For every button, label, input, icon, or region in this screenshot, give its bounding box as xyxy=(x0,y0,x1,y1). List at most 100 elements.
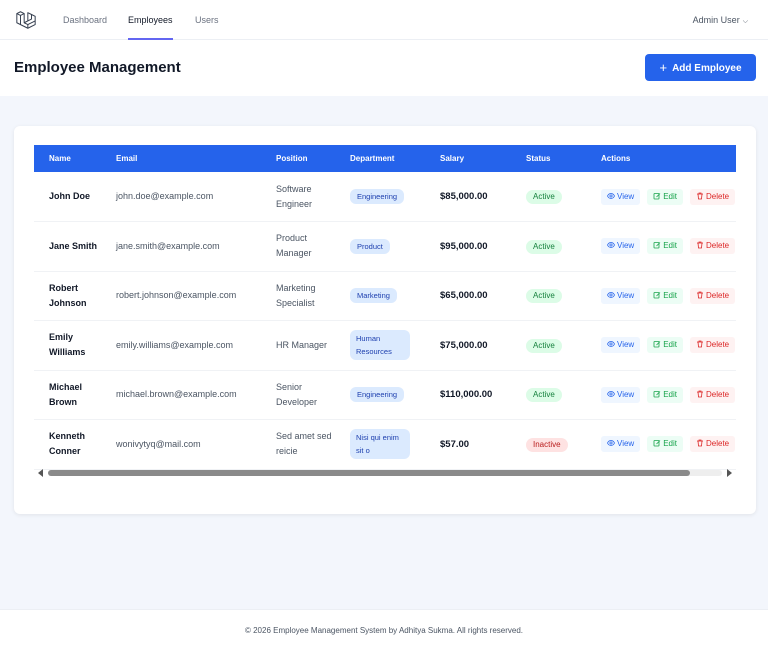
table-body: John Doe john.doe@example.com Software Eng… xyxy=(34,172,736,470)
employee-department-cell: Engineering xyxy=(335,370,425,420)
edit-label: Edit xyxy=(663,241,677,251)
edit-icon xyxy=(653,291,663,300)
table-row: Emily Williams emily.williams@example.com… xyxy=(34,320,736,371)
page-title: Employee Management xyxy=(14,59,181,76)
table-scroll-container[interactable]: Name Email Position Department Salary St… xyxy=(34,145,736,475)
view-button[interactable]: View xyxy=(601,436,641,453)
delete-button[interactable]: Delete xyxy=(690,386,736,403)
laravel-logo-icon[interactable] xyxy=(15,9,37,31)
table-row: Kenneth Conner wonivytyq@mail.com Sed amet… xyxy=(34,419,736,470)
edit-label: Edit xyxy=(663,340,677,350)
eye-icon xyxy=(607,439,617,448)
delete-button[interactable]: Delete xyxy=(690,238,736,255)
scroll-left-arrow-icon[interactable] xyxy=(38,469,43,477)
delete-button[interactable]: Delete xyxy=(690,436,736,453)
employees-table: Name Email Position Department Salary St… xyxy=(34,145,736,470)
department-badge: Marketing xyxy=(350,288,397,304)
employee-email: wonivytyq@mail.com xyxy=(101,419,261,470)
edit-icon xyxy=(653,390,663,399)
employee-status-cell: Active xyxy=(511,221,586,272)
user-name: Admin User xyxy=(692,15,740,25)
employee-position: HR Manager xyxy=(261,320,335,371)
delete-label: Delete xyxy=(706,389,730,399)
edit-button[interactable]: Edit xyxy=(647,188,683,205)
delete-button[interactable]: Delete xyxy=(690,337,736,354)
department-badge: Nisi qui enim sit o xyxy=(350,429,410,460)
horizontal-scrollbar[interactable] xyxy=(34,466,736,480)
employee-actions-cell: View Edit Delete xyxy=(586,221,736,272)
employee-actions-cell: View Edit Delete xyxy=(586,370,736,420)
department-badge: Product xyxy=(350,238,390,254)
employee-position: Sed amet sed reicie xyxy=(261,419,335,470)
eye-icon xyxy=(607,390,617,399)
plus-icon: + xyxy=(659,60,668,75)
add-employee-button[interactable]: + Add Employee xyxy=(645,54,756,81)
nav-link-dashboard[interactable]: Dashboard xyxy=(63,15,108,25)
edit-button[interactable]: Edit xyxy=(647,436,683,453)
nav-link-employees[interactable]: Employees xyxy=(128,0,173,40)
employee-status-cell: Active xyxy=(511,271,586,321)
scroll-right-arrow-icon[interactable] xyxy=(727,469,732,477)
top-navbar: Dashboard Employees Users Admin User ⌵ xyxy=(0,0,768,40)
scrollbar-thumb[interactable] xyxy=(48,470,690,476)
employee-name: Michael Brown xyxy=(34,370,101,420)
scrollbar-track[interactable] xyxy=(48,470,722,476)
view-label: View xyxy=(617,389,635,399)
edit-button[interactable]: Edit xyxy=(647,337,683,354)
status-badge: Inactive xyxy=(526,437,568,452)
edit-label: Edit xyxy=(663,439,677,449)
view-button[interactable]: View xyxy=(601,287,641,304)
employees-card: Name Email Position Department Salary St… xyxy=(14,126,756,514)
nav-link-users[interactable]: Users xyxy=(195,15,219,25)
trash-icon xyxy=(696,390,706,399)
edit-button[interactable]: Edit xyxy=(647,386,683,403)
edit-button[interactable]: Edit xyxy=(647,238,683,255)
view-button[interactable]: View xyxy=(601,337,641,354)
delete-button[interactable]: Delete xyxy=(690,188,736,205)
employee-actions-cell: View Edit Delete xyxy=(586,172,736,222)
employee-salary: $85,000.00 xyxy=(425,172,511,222)
employee-position: Senior Developer xyxy=(261,370,335,420)
column-header-actions: Actions xyxy=(601,154,631,163)
status-badge: Active xyxy=(526,190,562,204)
employee-position: Product Manager xyxy=(261,221,335,272)
column-header-status: Status xyxy=(526,154,551,163)
view-button[interactable]: View xyxy=(601,188,641,205)
employee-status-cell: Active xyxy=(511,370,586,420)
view-label: View xyxy=(617,191,635,201)
column-header-name: Name xyxy=(49,154,71,163)
employee-department-cell: Human Resources xyxy=(335,320,425,371)
employee-position: Marketing Specialist xyxy=(261,271,335,321)
employee-name: Kenneth Conner xyxy=(34,419,101,470)
delete-label: Delete xyxy=(706,241,730,251)
trash-icon xyxy=(696,192,706,201)
edit-label: Edit xyxy=(663,389,677,399)
employee-status-cell: Inactive xyxy=(511,419,586,470)
column-header-department: Department xyxy=(350,154,395,163)
view-label: View xyxy=(617,241,635,251)
table-row: Michael Brown michael.brown@example.com Se… xyxy=(34,370,736,420)
view-button[interactable]: View xyxy=(601,386,641,403)
eye-icon xyxy=(607,340,617,349)
delete-label: Delete xyxy=(706,439,730,449)
eye-icon xyxy=(607,192,617,201)
table-row: Robert Johnson robert.johnson@example.com… xyxy=(34,271,736,321)
delete-button[interactable]: Delete xyxy=(690,287,736,304)
user-menu[interactable]: Admin User ⌵ xyxy=(693,0,748,40)
employee-name: Robert Johnson xyxy=(34,271,101,321)
employee-name: John Doe xyxy=(34,172,101,222)
employee-email: robert.johnson@example.com xyxy=(101,271,261,321)
add-employee-label: Add Employee xyxy=(672,63,742,74)
column-header-email: Email xyxy=(116,154,138,163)
employee-status-cell: Active xyxy=(511,172,586,222)
employee-department-cell: Product xyxy=(335,221,425,272)
employee-department-cell: Marketing xyxy=(335,271,425,321)
delete-label: Delete xyxy=(706,290,730,300)
edit-button[interactable]: Edit xyxy=(647,287,683,304)
view-button[interactable]: View xyxy=(601,238,641,255)
employee-actions-cell: View Edit Delete xyxy=(586,320,736,371)
edit-icon xyxy=(653,340,663,349)
employee-actions-cell: View Edit Delete xyxy=(586,271,736,321)
view-label: View xyxy=(617,340,635,350)
employee-salary: $110,000.00 xyxy=(425,370,511,420)
